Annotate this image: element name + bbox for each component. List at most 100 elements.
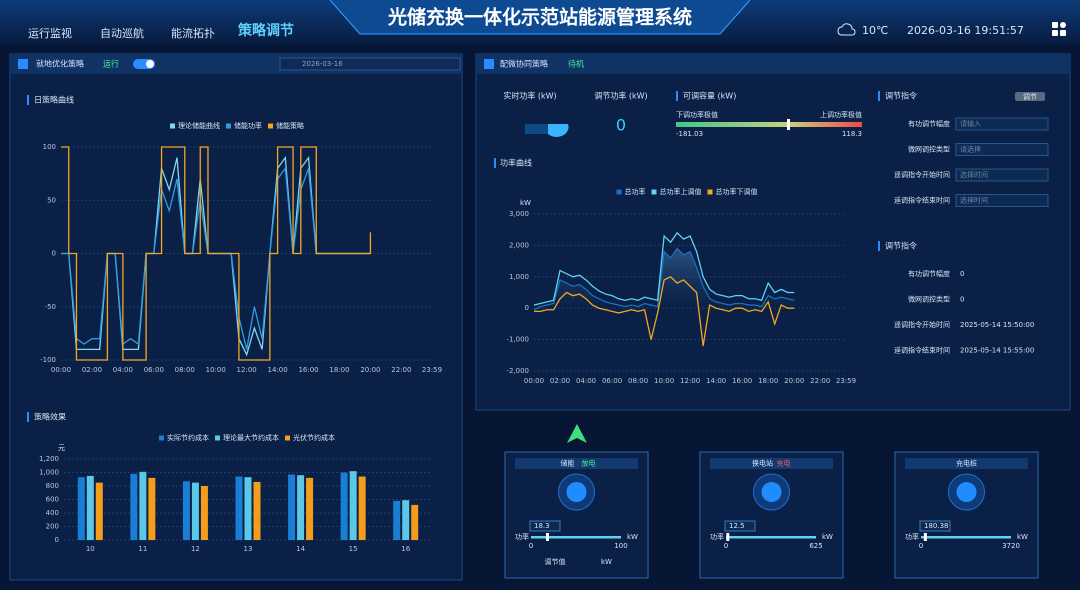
legend-swatch: [707, 189, 713, 195]
toggle[interactable]: [133, 59, 155, 69]
x-tick-label: 12:00: [237, 366, 257, 374]
legend-swatch: [616, 189, 622, 195]
card-title: 换电站: [752, 459, 773, 468]
power-unit: kW: [1017, 533, 1028, 541]
adjust-unit: kW: [601, 558, 612, 566]
field-label: 微网调控类型: [908, 145, 950, 154]
app-title: 光储充换一体化示范站能源管理系统: [387, 6, 692, 29]
legend-swatch: [159, 435, 164, 441]
y-tick-label: 1,000: [509, 273, 529, 281]
legend-label: 总功率上调值: [660, 187, 702, 196]
nav-item[interactable]: 自动巡航: [100, 26, 144, 40]
input[interactable]: [955, 168, 1049, 182]
card: [504, 451, 649, 579]
power-value: 12.5: [729, 522, 745, 530]
slider-min: 0: [724, 542, 728, 550]
input[interactable]: [955, 194, 1049, 207]
info-label: 微网调控类型: [908, 295, 950, 304]
bar: [139, 471, 147, 540]
field-label: 有功调节幅度: [908, 119, 950, 128]
bar: [200, 486, 208, 540]
section-mark: [27, 412, 29, 422]
adjust-button[interactable]: [1015, 92, 1045, 101]
x-tick-label: 20:00: [360, 366, 380, 374]
legend-swatch: [268, 123, 273, 129]
input[interactable]: [955, 117, 1049, 131]
nav-item-active[interactable]: 策略调节: [237, 22, 294, 39]
input-placeholder: 请选择: [960, 145, 981, 154]
value-box: [724, 520, 756, 532]
slider-handle[interactable]: [923, 533, 927, 541]
x-tick-label: 12:00: [680, 377, 700, 385]
x-tick-label: 18:00: [758, 377, 778, 385]
y-tick-label: 50: [47, 196, 56, 204]
card-header: [905, 458, 1028, 469]
power-unit: kW: [627, 533, 638, 541]
x-tick-label: 08:00: [628, 377, 648, 385]
slider-max: 625: [809, 542, 822, 550]
x-tick-label: 12: [191, 545, 200, 553]
x-tick-label: 22:00: [391, 366, 411, 374]
x-tick-label: 10:00: [654, 377, 674, 385]
y-tick-label: 200: [46, 523, 59, 531]
x-tick-label: 14:00: [268, 366, 288, 374]
stat-label: 实时功率 (kW): [503, 91, 556, 101]
bar: [340, 472, 348, 540]
x-tick-label: 04:00: [113, 366, 133, 374]
info-value: 2025-05-14 15:50:00: [960, 321, 1034, 329]
bar: [358, 476, 366, 540]
series-line: [61, 146, 372, 361]
card-title: 充电桩: [956, 459, 977, 468]
button-label[interactable]: 调节: [1023, 92, 1037, 101]
title-plate: [329, 0, 751, 35]
card-title: 储能: [561, 459, 575, 468]
series-line: [533, 247, 795, 311]
nav-item[interactable]: 运行监视: [28, 26, 72, 40]
weather: 10℃: [862, 24, 888, 37]
nav-item[interactable]: 能流拓扑: [171, 26, 215, 40]
power-label: 功率: [515, 532, 529, 541]
legend-label: 实际节约成本: [167, 433, 209, 442]
x-tick-label: 11: [138, 545, 147, 553]
slider-handle[interactable]: [545, 533, 549, 541]
bar: [402, 500, 410, 540]
x-tick-label: 13: [244, 545, 253, 553]
value-box: [919, 520, 951, 532]
value-box: [529, 520, 561, 532]
input[interactable]: [955, 143, 1049, 156]
y-tick-label: 100: [43, 143, 56, 151]
legend-swatch: [285, 435, 290, 441]
status: 待机: [568, 59, 584, 69]
slider-handle[interactable]: [726, 533, 730, 541]
area: [534, 248, 795, 310]
plane-icon: [567, 424, 587, 443]
stat-label: 调节功率 (kW): [594, 91, 647, 101]
bar: [288, 474, 296, 540]
info-label: 有功调节幅度: [908, 269, 950, 278]
date-value: 2026-03-16: [302, 60, 343, 68]
x-tick-label: 15: [349, 545, 358, 553]
section-mark: [878, 91, 880, 101]
date-picker[interactable]: [279, 57, 461, 71]
bar: [95, 482, 103, 540]
datetime: 2026-03-16 19:51:57: [907, 24, 1024, 37]
x-tick-label: 00:00: [51, 366, 71, 374]
card: [894, 451, 1039, 579]
card-status: 充电: [777, 459, 791, 468]
x-tick-label: 04:00: [576, 377, 596, 385]
info-title: 调节指令: [885, 241, 917, 251]
apps-icon[interactable]: [1052, 22, 1066, 36]
chart-title: 功率曲线: [500, 158, 532, 168]
bar: [86, 475, 94, 540]
y-tick-label: 0: [55, 536, 59, 544]
x-tick-label: 16:00: [298, 366, 318, 374]
panel-title: 就地优化策略: [36, 59, 84, 69]
panel-icon: [484, 59, 494, 69]
info-label: 遥调指令结束时间: [894, 346, 950, 355]
slider-min: 0: [529, 542, 533, 550]
y-tick-label: 1,200: [39, 455, 59, 463]
legend-label: 储能功率: [234, 121, 262, 130]
status: 运行: [103, 59, 119, 69]
card-icon: [761, 482, 782, 502]
